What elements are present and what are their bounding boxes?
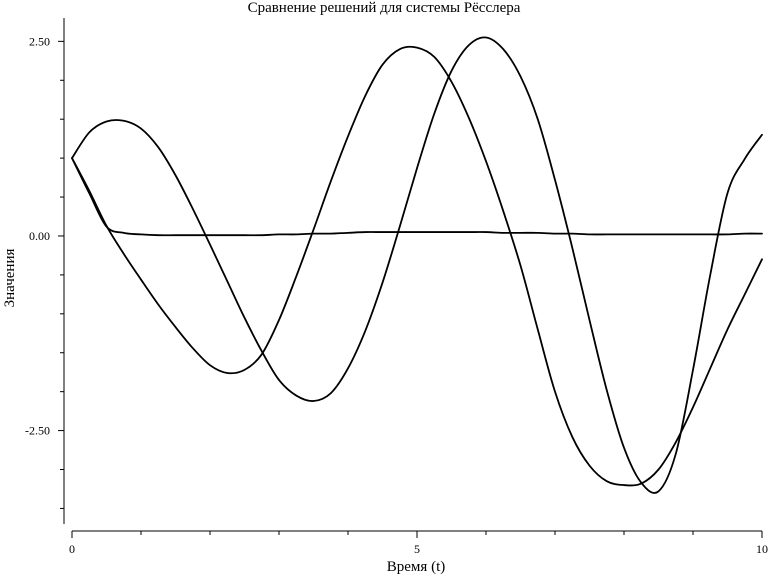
- y-axis-label: Значения: [2, 249, 18, 308]
- ticks-layer: 0 5 10 2.50 0.00 -2.50: [25, 34, 768, 556]
- series-line-2: [71, 45, 763, 487]
- x-tick-label: 5: [414, 542, 420, 556]
- chart-title: Сравнение решений для системы Рёсслера: [248, 0, 521, 16]
- series-line-3: [71, 157, 763, 237]
- series-line-1: [71, 36, 763, 494]
- x-tick-label: 10: [756, 542, 768, 556]
- x-axis-label: Время (t): [387, 559, 445, 575]
- x-tick-label: 0: [69, 542, 75, 556]
- y-tick-label: -2.50: [25, 424, 50, 438]
- series-layer: [71, 36, 763, 494]
- y-tick-label: 2.50: [29, 34, 50, 48]
- y-tick-label: 0.00: [29, 229, 50, 243]
